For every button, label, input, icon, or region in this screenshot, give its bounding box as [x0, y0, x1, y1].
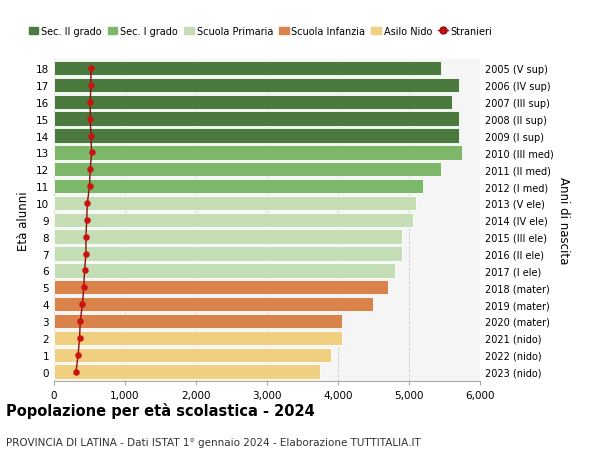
Y-axis label: Anni di nascita: Anni di nascita — [557, 177, 570, 264]
Point — [86, 65, 96, 73]
Bar — [54, 331, 341, 345]
Bar — [54, 280, 388, 295]
Bar — [54, 230, 402, 244]
Point — [80, 267, 89, 274]
Bar — [54, 314, 341, 328]
Text: PROVINCIA DI LATINA - Dati ISTAT 1° gennaio 2024 - Elaborazione TUTTITALIA.IT: PROVINCIA DI LATINA - Dati ISTAT 1° genn… — [6, 437, 421, 447]
Point — [83, 200, 92, 207]
Bar — [54, 179, 423, 194]
Point — [71, 368, 81, 375]
Point — [79, 284, 89, 291]
Bar — [54, 112, 459, 127]
Point — [82, 217, 91, 224]
Text: Popolazione per età scolastica - 2024: Popolazione per età scolastica - 2024 — [6, 403, 315, 419]
Y-axis label: Età alunni: Età alunni — [17, 190, 31, 250]
Bar — [54, 146, 462, 160]
Legend: Sec. II grado, Sec. I grado, Scuola Primaria, Scuola Infanzia, Asilo Nido, Stran: Sec. II grado, Sec. I grado, Scuola Prim… — [25, 23, 496, 40]
Bar — [54, 78, 459, 93]
Bar — [54, 62, 441, 76]
Point — [85, 99, 95, 106]
Point — [75, 335, 85, 342]
Bar — [54, 247, 402, 261]
Bar — [54, 364, 320, 379]
Bar — [54, 95, 452, 110]
Point — [86, 133, 96, 140]
Bar — [54, 196, 416, 211]
Point — [81, 234, 91, 241]
Bar — [54, 162, 441, 177]
Point — [85, 166, 95, 174]
Point — [73, 351, 83, 358]
Point — [85, 183, 94, 190]
Bar — [54, 297, 373, 312]
Point — [87, 149, 97, 157]
Bar — [54, 213, 413, 228]
Bar — [54, 348, 331, 362]
Point — [86, 82, 96, 90]
Bar — [54, 263, 395, 278]
Bar — [54, 129, 459, 143]
Point — [81, 250, 91, 257]
Point — [77, 301, 87, 308]
Point — [85, 116, 95, 123]
Point — [76, 318, 85, 325]
